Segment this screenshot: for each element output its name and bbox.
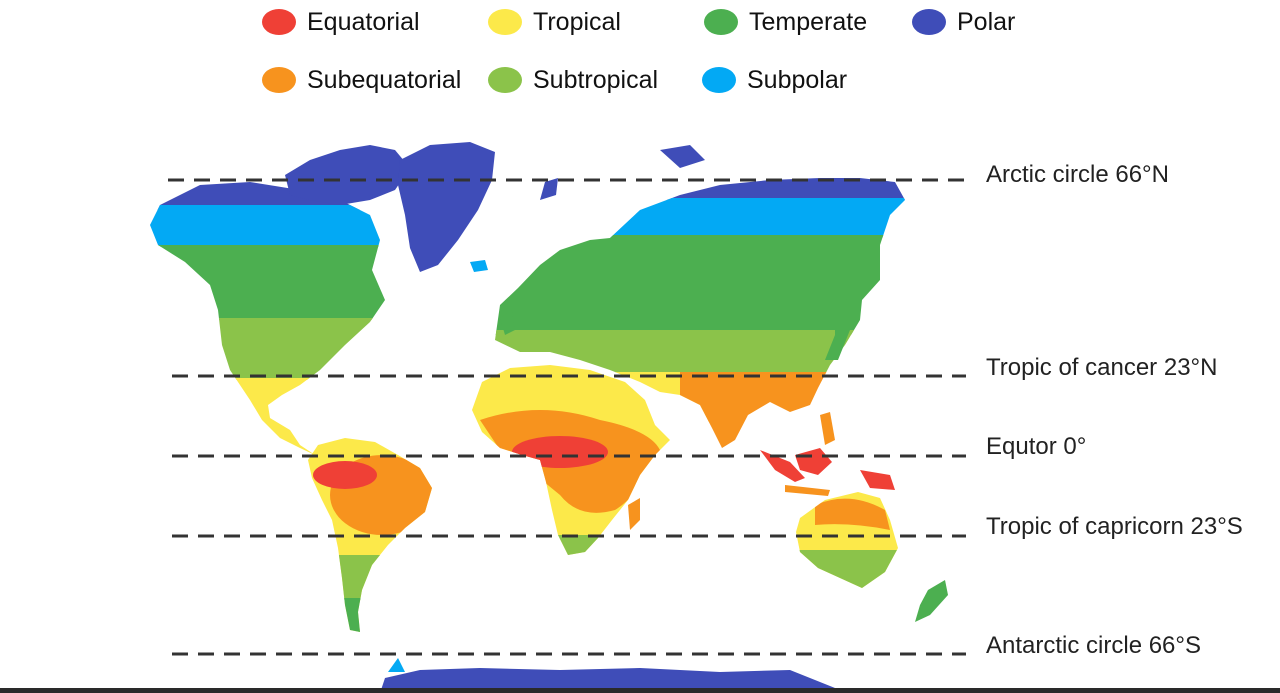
british-isles <box>500 310 515 335</box>
iceland <box>470 260 488 272</box>
legend-label-subequatorial: Subequatorial <box>307 65 462 94</box>
legend-swatch-temperate <box>704 9 738 35</box>
legend-label-temperate: Temperate <box>749 7 868 36</box>
new-guinea <box>860 470 895 490</box>
legend-label-tropical: Tropical <box>533 7 621 36</box>
madagascar <box>628 498 640 530</box>
antarctic-peninsula <box>388 658 405 672</box>
novaya-zemlya <box>660 145 705 168</box>
legend-item-subtropical: Subtropical <box>488 60 658 100</box>
new-zealand <box>915 580 948 622</box>
africa <box>472 365 670 555</box>
legend-swatch-subtropical <box>488 67 522 93</box>
japan <box>825 295 850 360</box>
legend-label-subtropical: Subtropical <box>533 65 659 94</box>
legend-swatch-polar <box>912 9 946 35</box>
arctic-islands <box>285 145 410 205</box>
legend-item-subequatorial: Subequatorial <box>262 60 461 100</box>
antarctica <box>380 668 840 693</box>
antarctic-circle-label: Antarctic circle 66°S <box>986 632 1202 659</box>
java <box>785 485 830 496</box>
legend-swatch-subpolar <box>702 67 736 93</box>
philippines <box>820 412 835 445</box>
sumatra <box>760 450 805 482</box>
legend-swatch-equatorial <box>262 9 296 35</box>
climate-legend: Equatorial Tropical Temperate Polar Sube… <box>0 0 1280 110</box>
australia <box>796 492 898 588</box>
greenland <box>398 142 495 272</box>
svalbard <box>540 178 558 200</box>
tropic-of-cancer-label: Tropic of cancer 23°N <box>986 354 1218 381</box>
legend-item-tropical: Tropical <box>488 2 621 42</box>
legend-swatch-tropical <box>488 9 522 35</box>
arctic-circle-label: Arctic circle 66°N <box>986 161 1169 188</box>
legend-item-equatorial: Equatorial <box>262 2 420 42</box>
legend-item-subpolar: Subpolar <box>702 60 847 100</box>
bottom-border <box>0 688 1280 693</box>
borneo <box>795 448 832 475</box>
north-america <box>150 182 385 455</box>
legend-label-polar: Polar <box>957 7 1016 36</box>
equator-label: Equtor 0° <box>986 433 1087 460</box>
legend-swatch-subequatorial <box>262 67 296 93</box>
legend-item-temperate: Temperate <box>704 2 867 42</box>
legend-label-subpolar: Subpolar <box>747 65 848 94</box>
legend-item-polar: Polar <box>912 2 1015 42</box>
tropic-of-capricorn-label: Tropic of capricorn 23°S <box>986 513 1243 540</box>
south-america <box>308 438 432 632</box>
legend-label-equatorial: Equatorial <box>307 7 420 36</box>
